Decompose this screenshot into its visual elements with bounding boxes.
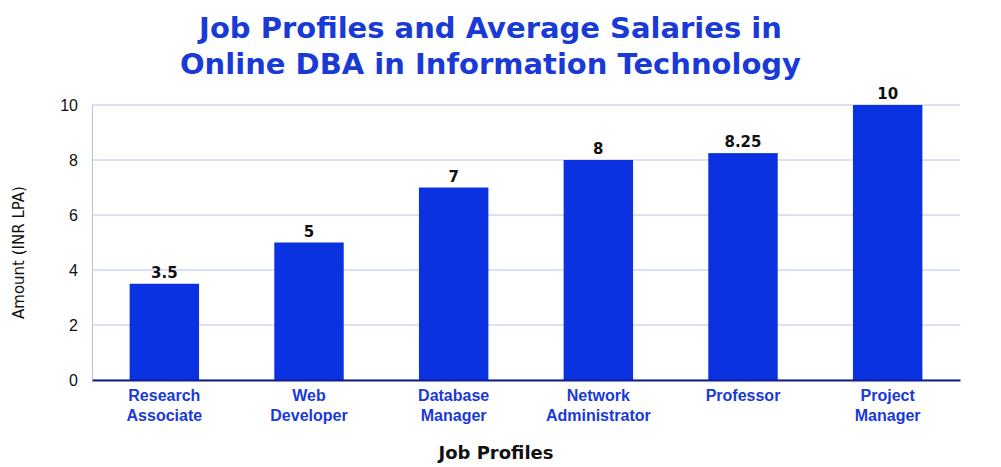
x-axis-line [93,380,961,382]
bar [274,243,343,381]
x-tick-label-line: Manager [855,407,921,424]
y-tick-label: 0 [69,372,78,389]
bar [708,153,777,380]
x-tick-label-line: Database [418,387,489,404]
x-tick: Database Manager [418,380,489,424]
grid-line [92,380,960,381]
x-tick-label: Project Manager [855,387,921,423]
x-tick: Professor [706,380,781,404]
y-tick: 6 [69,207,92,224]
x-tick-label: Professor [706,387,781,404]
x-tick-label-line: Research [128,387,200,404]
bar [853,105,922,380]
data-label: 3.5 [151,264,178,282]
bar [130,284,199,380]
y-tick: 4 [69,262,92,279]
title: Job Profiles and Average Salaries inOnli… [180,11,801,81]
x-tick-label-line: Associate [127,407,203,424]
x-tick: Web Developer [270,380,347,424]
x-tick: Project Manager [855,380,921,424]
x-tick-label: Web Developer [270,387,347,423]
title-line: Online DBA in Information Technology [180,47,801,81]
x-tick-label-line: Network [567,387,630,404]
y-tick-label: 2 [69,317,78,334]
data-label: 8 [593,140,603,158]
x-tick-label: Research Associate [127,387,203,423]
grid-line [92,270,960,271]
bars [130,105,923,380]
data-label: 5 [304,223,314,241]
x-axis-title: Job Profiles [436,442,553,463]
x-axis: Research Associate Web Developer Database Man… [93,380,961,424]
x-tick-label-line: Project [861,387,916,404]
x-tick-label: Database Manager [418,387,489,423]
grid-line [92,215,960,216]
data-labels: 3.5 5 7 8 8.25 10 [151,85,898,282]
chart: 0 2 4 6 8 10 Research Associate Web Developer Data… [0,0,1001,467]
y-tick: 10 [60,97,92,114]
grid [92,105,960,380]
y-axis-line [92,106,93,381]
x-tick-label: Network Administrator [546,387,651,423]
x-tick: Research Associate [127,380,203,424]
y-axis-title: Amount (INR LPA) [10,186,28,319]
x-tick-label-line: Administrator [546,407,651,424]
y-tick-label: 8 [69,152,78,169]
y-tick-label: 10 [60,97,78,114]
x-tick-label-line: Professor [706,387,781,404]
data-label: 8.25 [724,133,761,151]
grid-line [92,105,960,106]
x-tick-label-line: Manager [421,407,487,424]
x-tick-label-line: Developer [270,407,347,424]
bar [564,160,633,380]
y-tick: 8 [69,152,92,169]
title-line: Job Profiles and Average Salaries in [197,11,782,45]
y-tick: 0 [69,372,92,389]
data-label: 10 [877,85,898,103]
y-axis: 0 2 4 6 8 10 [60,97,92,389]
y-tick: 2 [69,317,92,334]
grid-line [92,160,960,161]
x-tick-label-line: Web [292,387,326,404]
y-tick-label: 6 [69,207,78,224]
bar [419,188,488,381]
y-tick-label: 4 [69,262,78,279]
data-label: 7 [448,168,458,186]
grid-line [92,325,960,326]
x-tick: Network Administrator [546,380,651,424]
